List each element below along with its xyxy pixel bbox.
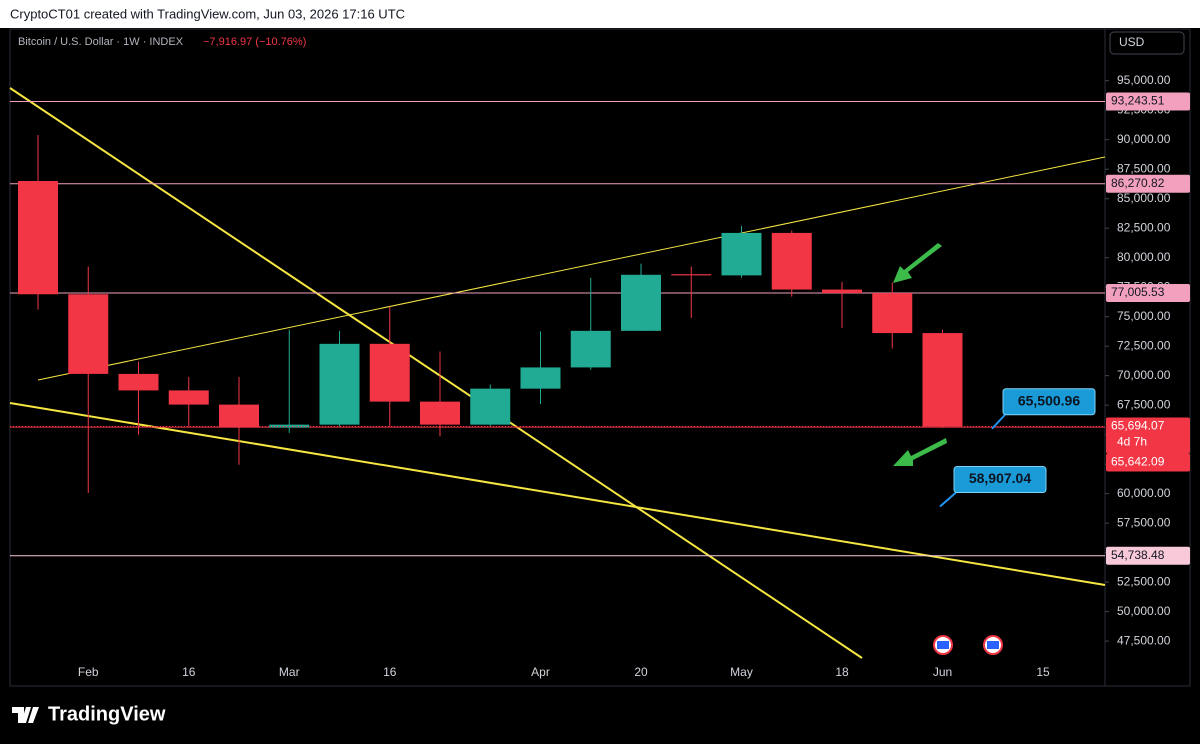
callout-pointer <box>991 414 1006 430</box>
credit: CryptoCT01 created with TradingView.com,… <box>10 6 405 21</box>
y-tick-label: 57,500.00 <box>1117 515 1171 529</box>
x-tick-label: Apr <box>531 665 550 679</box>
x-tick-label: Jun <box>933 665 952 679</box>
candle-body <box>369 343 410 402</box>
price-label-box <box>1106 92 1190 111</box>
price-label: 93,243.51 <box>1111 94 1165 108</box>
y-tick-label: 50,000.00 <box>1117 604 1171 618</box>
x-tick-label: Feb <box>78 665 99 679</box>
candle-body <box>822 289 862 294</box>
header-bar <box>0 0 1200 28</box>
candle-body <box>118 373 159 391</box>
callout-box <box>953 466 1047 494</box>
arrow <box>893 243 947 466</box>
y-tick-label: 72,500.00 <box>1117 338 1171 352</box>
candle-body <box>168 390 209 405</box>
y-tick-label: 47,500.00 <box>1117 633 1171 647</box>
y-tick-label: 52,500.00 <box>1117 574 1171 588</box>
price-label: 86,270.82 <box>1111 176 1165 190</box>
countdown: 4d 7h <box>1117 435 1147 449</box>
current-price-box <box>1106 417 1190 454</box>
x-tick-label: 18 <box>835 665 849 679</box>
x-tick-label: 16 <box>383 665 397 679</box>
x-tick-label: 20 <box>634 665 648 679</box>
candle-body <box>470 388 511 425</box>
callout-label: 58,907.04 <box>969 470 1031 486</box>
candle-body <box>319 343 360 425</box>
price-label-box <box>1106 284 1190 303</box>
candle-body <box>872 293 913 334</box>
candle-body <box>721 232 762 276</box>
x-tick-label: 16 <box>182 665 196 679</box>
plot-area <box>10 100 1105 557</box>
candle-body <box>621 274 661 331</box>
y-tick-label: 87,500.00 <box>1117 161 1171 175</box>
trend-line <box>9 402 1106 586</box>
price-label-box <box>1106 546 1190 565</box>
y-tick-label: 95,000.00 <box>1117 73 1171 87</box>
trend-line <box>37 156 1106 381</box>
price-label-box <box>1106 453 1190 472</box>
y-tick-label: 90,000.00 <box>1117 132 1171 146</box>
trend-line <box>9 87 863 659</box>
candle-body <box>771 232 812 290</box>
current-price-label: 65,694.07 <box>1111 419 1165 433</box>
callout-box <box>1002 388 1096 416</box>
logo-icon <box>12 707 39 723</box>
candle-body <box>671 274 712 276</box>
y-tick-label: 67,500.00 <box>1117 397 1171 411</box>
candle-body <box>18 181 58 295</box>
candle-body <box>219 404 259 428</box>
candle-body <box>420 401 460 425</box>
candle-body <box>570 330 611 368</box>
event-icon <box>933 635 1003 655</box>
y-tick-label: 75,000.00 <box>1117 309 1171 323</box>
y-tick-label: 60,000.00 <box>1117 486 1171 500</box>
x-tick-label: May <box>730 665 753 679</box>
currency-button[interactable] <box>1109 31 1185 55</box>
candle-body <box>922 333 963 427</box>
callout-pointer <box>939 491 957 508</box>
y-tick-label: 80,000.00 <box>1117 250 1171 264</box>
x-tick-label: 15 <box>1036 665 1050 679</box>
logo: TradingView <box>48 703 166 725</box>
price-label: 65,642.09 <box>1111 455 1165 469</box>
x-tick-label: Mar <box>279 665 300 679</box>
chart-title: Bitcoin / U.S. Dollar · 1W · INDEX <box>18 36 184 48</box>
callout-label: 65,500.96 <box>1018 392 1080 408</box>
y-tick-label: 82,500.00 <box>1117 220 1171 234</box>
candle-body <box>520 367 561 389</box>
candle-body <box>68 294 109 374</box>
change: −7,916.97 (−10.76%) <box>203 36 306 48</box>
y-tick-label: 70,000.00 <box>1117 368 1171 382</box>
y-tick-label: 85,000.00 <box>1117 191 1171 205</box>
price-label: 54,738.48 <box>1111 548 1165 562</box>
overlay: 65,500.96 58,907.04 <box>939 388 1096 508</box>
price-label-box <box>1106 174 1190 193</box>
price-label: 77,005.53 <box>1111 285 1165 299</box>
currency[interactable]: USD <box>1119 35 1145 49</box>
